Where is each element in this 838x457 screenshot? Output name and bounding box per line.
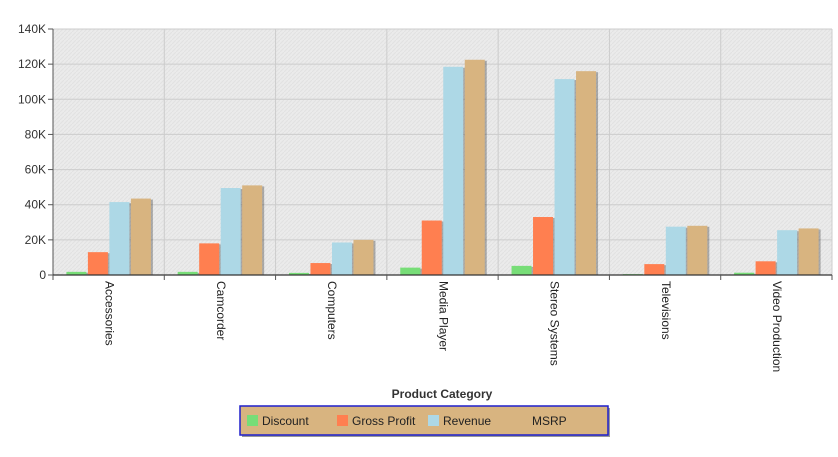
bar-gross-profit: [533, 217, 556, 275]
bar-discount: [66, 271, 89, 275]
bar-msrp: [798, 228, 821, 275]
bar-rect: [130, 198, 151, 275]
legend-item: Revenue: [428, 414, 491, 428]
bar-gross-profit: [87, 252, 110, 275]
x-tick-label: Stereo Systems: [548, 281, 562, 366]
bar-rect: [220, 188, 241, 275]
bar-rect: [687, 225, 708, 275]
bar-rect: [464, 59, 485, 275]
bar-discount: [400, 267, 423, 275]
bar-rect: [353, 239, 374, 275]
bar-rect: [331, 242, 352, 275]
axes-group: [52, 29, 832, 276]
bar-rect: [310, 263, 331, 275]
bar-rect: [576, 71, 597, 276]
bar-msrp: [464, 59, 487, 275]
bar-rect: [798, 228, 819, 275]
bar-rect: [665, 226, 686, 275]
x-axis-title: Product Category: [392, 387, 493, 401]
bar-rect: [242, 185, 263, 275]
bar-msrp: [242, 185, 265, 275]
bar-rect: [755, 261, 776, 275]
y-tick-label: 140K: [18, 22, 46, 36]
bar-msrp: [353, 239, 376, 275]
legend-label: Gross Profit: [352, 414, 416, 428]
bar-rect: [87, 252, 108, 275]
bar-rect: [443, 66, 464, 276]
bar-gross-profit: [310, 263, 333, 275]
bar-gross-profit: [421, 220, 444, 275]
y-axis-ticks: 0 20K 40K 60K 80K 100K 120K 140K: [18, 22, 53, 282]
x-tick-label: Video Production: [770, 281, 784, 372]
bar-revenue: [665, 226, 688, 275]
bar-msrp: [130, 198, 153, 275]
legend-swatch: [247, 415, 258, 426]
bar-rect: [734, 272, 755, 275]
bar-revenue: [443, 66, 466, 276]
x-tick-label: Camcorder: [214, 281, 228, 340]
legend: Discount Gross Profit Revenue MSRP: [239, 405, 610, 437]
bar-discount: [511, 265, 534, 275]
bar-discount: [734, 272, 757, 275]
legend-label: MSRP: [532, 414, 567, 428]
bar-rect: [66, 271, 87, 275]
x-tick-label: Accessories: [102, 281, 116, 346]
y-tick-label: 60K: [25, 163, 46, 177]
bar-gross-profit: [199, 243, 222, 275]
legend-swatch: [517, 415, 528, 426]
y-tick-label: 100K: [18, 92, 46, 106]
bar-rect: [177, 271, 198, 275]
y-tick-label: 120K: [18, 57, 46, 71]
bar-rect: [288, 272, 309, 275]
legend-label: Revenue: [443, 414, 491, 428]
bar-msrp: [687, 225, 710, 275]
legend-item: Discount: [247, 414, 309, 428]
legend-label: Discount: [262, 414, 309, 428]
bar-revenue: [777, 230, 800, 275]
bar-msrp: [576, 71, 599, 276]
bar-revenue: [331, 242, 354, 275]
bar-revenue: [554, 79, 577, 275]
legend-item: MSRP: [517, 414, 567, 428]
y-tick-label: 20K: [25, 233, 46, 247]
bar-discount: [177, 271, 200, 275]
x-tick-label: Media Player: [436, 281, 450, 351]
grid-lines: [53, 28, 833, 275]
bar-rect: [109, 202, 130, 275]
x-tick-label: Computers: [325, 281, 339, 340]
bar-rect: [554, 79, 575, 275]
bar-gross-profit: [644, 264, 667, 275]
legend-box: [239, 405, 609, 436]
bar-rect: [644, 264, 665, 275]
bar-gross-profit: [755, 261, 778, 275]
bar-revenue: [220, 188, 243, 275]
y-tick-label: 80K: [25, 127, 46, 141]
y-tick-label: 40K: [25, 198, 46, 212]
legend-swatch: [337, 415, 348, 426]
bar-rect: [421, 220, 442, 275]
bar-rect: [777, 230, 798, 275]
legend-item: Gross Profit: [337, 414, 416, 428]
bar-rect: [511, 265, 532, 275]
bar-rect: [533, 217, 554, 275]
bars-group: [66, 59, 821, 276]
bar-rect: [199, 243, 220, 275]
bar-rect: [400, 267, 421, 275]
x-tick-label: Televisions: [659, 281, 673, 340]
y-tick-label: 0: [39, 268, 46, 282]
bar-revenue: [109, 202, 132, 275]
legend-swatch: [428, 415, 439, 426]
x-axis-ticks: Accessories Camcorder Computers Media Playe…: [52, 275, 833, 372]
